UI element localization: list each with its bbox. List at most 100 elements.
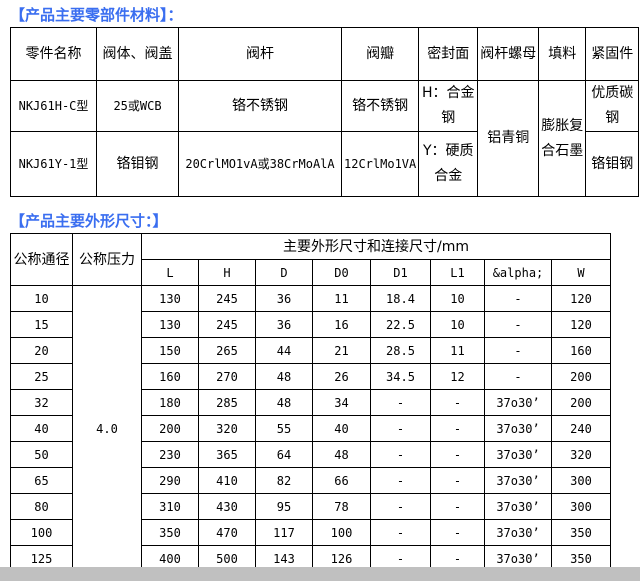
cell: 200 xyxy=(141,415,199,442)
table-row: 25 160 270 48 26 34.5 12-200 xyxy=(10,363,611,390)
cell: - xyxy=(370,389,431,416)
header-pn: 公称压力 xyxy=(72,233,142,286)
cell: 37o30’ xyxy=(484,519,552,546)
column-header: &alpha; xyxy=(484,259,552,286)
cell: 120 xyxy=(551,285,611,312)
cell: 25 xyxy=(10,363,73,390)
column-header: H xyxy=(198,259,256,286)
cell: 40 xyxy=(312,415,371,442)
column-header: L1 xyxy=(430,259,485,286)
column-header: D xyxy=(255,259,313,286)
cell: 36 xyxy=(255,311,313,338)
cell: - xyxy=(430,467,485,494)
cell: 350 xyxy=(141,519,199,546)
cell: 117 xyxy=(255,519,313,546)
cell: 245 xyxy=(198,311,256,338)
header-cell: 零件名称 xyxy=(10,27,97,81)
cell: - xyxy=(370,519,431,546)
cell: 10 xyxy=(430,285,485,312)
cell: 230 xyxy=(141,441,199,468)
table-header-row: 公称通径 公称压力 主要外形尺寸和连接尺寸/mm xyxy=(10,233,611,286)
cell: NKJ61Y-1型 xyxy=(10,131,97,197)
cell: 36 xyxy=(255,285,313,312)
cell: 铬不锈钢 xyxy=(340,80,420,132)
cell: 100 xyxy=(10,519,73,546)
cell: 100 xyxy=(312,519,371,546)
cell: 320 xyxy=(551,441,611,468)
column-header: D0 xyxy=(312,259,371,286)
cell: 130 xyxy=(141,285,199,312)
bottom-scroll-bar xyxy=(0,567,640,581)
cell: 48 xyxy=(255,363,313,390)
cell: 40 xyxy=(10,415,73,442)
cell: - xyxy=(484,311,552,338)
header-cell: 密封面 xyxy=(418,27,479,81)
cell: 10 xyxy=(430,311,485,338)
cell: 铬不锈钢 xyxy=(178,80,342,132)
table-header-row: L H D D0 D1 L1 &alpha; W xyxy=(11,259,611,286)
cell: 18.4 xyxy=(370,285,431,312)
table-row: 40 200 320 55 40- -37o30’ 240 xyxy=(10,415,611,442)
header-cell: 紧固件 xyxy=(585,27,640,81)
cell: - xyxy=(370,467,431,494)
cell: - xyxy=(430,519,485,546)
header-dn: 公称通径 xyxy=(10,233,73,286)
cell: 180 xyxy=(141,389,199,416)
cell: 22.5 xyxy=(370,311,431,338)
cell: 20CrlMO1vA或38CrMoAlA xyxy=(178,131,342,197)
cell: 270 xyxy=(198,363,256,390)
cell: 11 xyxy=(430,337,485,364)
cell: 37o30’ xyxy=(484,415,552,442)
cell: 20 xyxy=(10,337,73,364)
dimensions-title: 【产品主要外形尺寸：】 xyxy=(10,212,168,230)
cell: 160 xyxy=(141,363,199,390)
cell: 48 xyxy=(255,389,313,416)
header-cell: 阀杆螺母 xyxy=(477,27,540,81)
cell: 120 xyxy=(551,311,611,338)
cell: 65 xyxy=(10,467,73,494)
column-header: L xyxy=(141,259,199,286)
cell: 10 xyxy=(10,285,73,312)
cell: 37o30’ xyxy=(484,389,552,416)
cell: - xyxy=(370,493,431,520)
cell: 50 xyxy=(10,441,73,468)
cell: - xyxy=(430,441,485,468)
cell: 优质碳钢 xyxy=(585,80,640,132)
cell: 28.5 xyxy=(370,337,431,364)
dimensions-table: 公称通径 公称压力 主要外形尺寸和连接尺寸/mm L H D D0 D1 L1 &alpha… xyxy=(10,233,611,572)
cell: 铬钼钢 xyxy=(585,131,640,197)
table-row: NKJ61Y-1型 铬钼钢 20CrlMO1vA或38CrMoAlA 12Crl… xyxy=(10,131,640,197)
cell: H：合金钢 xyxy=(418,80,479,132)
table-row: 20 150 265 44 21 28.5 11-160 xyxy=(10,337,611,364)
cell: 82 xyxy=(255,467,313,494)
header-cell: 阀瓣 xyxy=(340,27,420,81)
cell: 12 xyxy=(430,363,485,390)
table-row: 10 4.0 130 245 36 11 18.4 10-120 xyxy=(10,285,611,572)
header-cell: 填料 xyxy=(538,27,587,81)
header-cell: 阀体、阀盖 xyxy=(96,27,179,81)
header-group: 主要外形尺寸和连接尺寸/mm xyxy=(141,233,611,260)
column-header: W xyxy=(551,259,611,286)
cell: 25或WCB xyxy=(96,80,179,132)
pressure-cell: 4.0 xyxy=(72,285,142,572)
cell: 240 xyxy=(551,415,611,442)
cell: 245 xyxy=(198,285,256,312)
materials-table: 零件名称 阀体、阀盖 阀杆 阀瓣 密封面 阀杆螺母 填料 紧固件 NKJ61H-… xyxy=(10,27,640,197)
cell: 34 xyxy=(312,389,371,416)
cell: 37o30’ xyxy=(484,467,552,494)
cell: 200 xyxy=(551,363,611,390)
cell: 66 xyxy=(312,467,371,494)
cell: 95 xyxy=(255,493,313,520)
cell: 15 xyxy=(10,311,73,338)
cell: 78 xyxy=(312,493,371,520)
cell: 37o30’ xyxy=(484,441,552,468)
cell: 膨胀复合石墨 xyxy=(538,80,587,197)
cell: - xyxy=(430,493,485,520)
cell: - xyxy=(484,285,552,312)
table-header-row: 零件名称 阀体、阀盖 阀杆 阀瓣 密封面 阀杆螺母 填料 紧固件 xyxy=(10,27,640,81)
cell: 200 xyxy=(551,389,611,416)
table-row: 50 230 365 64 48- -37o30’ 320 xyxy=(10,441,611,468)
cell: - xyxy=(370,441,431,468)
cell: 16 xyxy=(312,311,371,338)
cell: 55 xyxy=(255,415,313,442)
